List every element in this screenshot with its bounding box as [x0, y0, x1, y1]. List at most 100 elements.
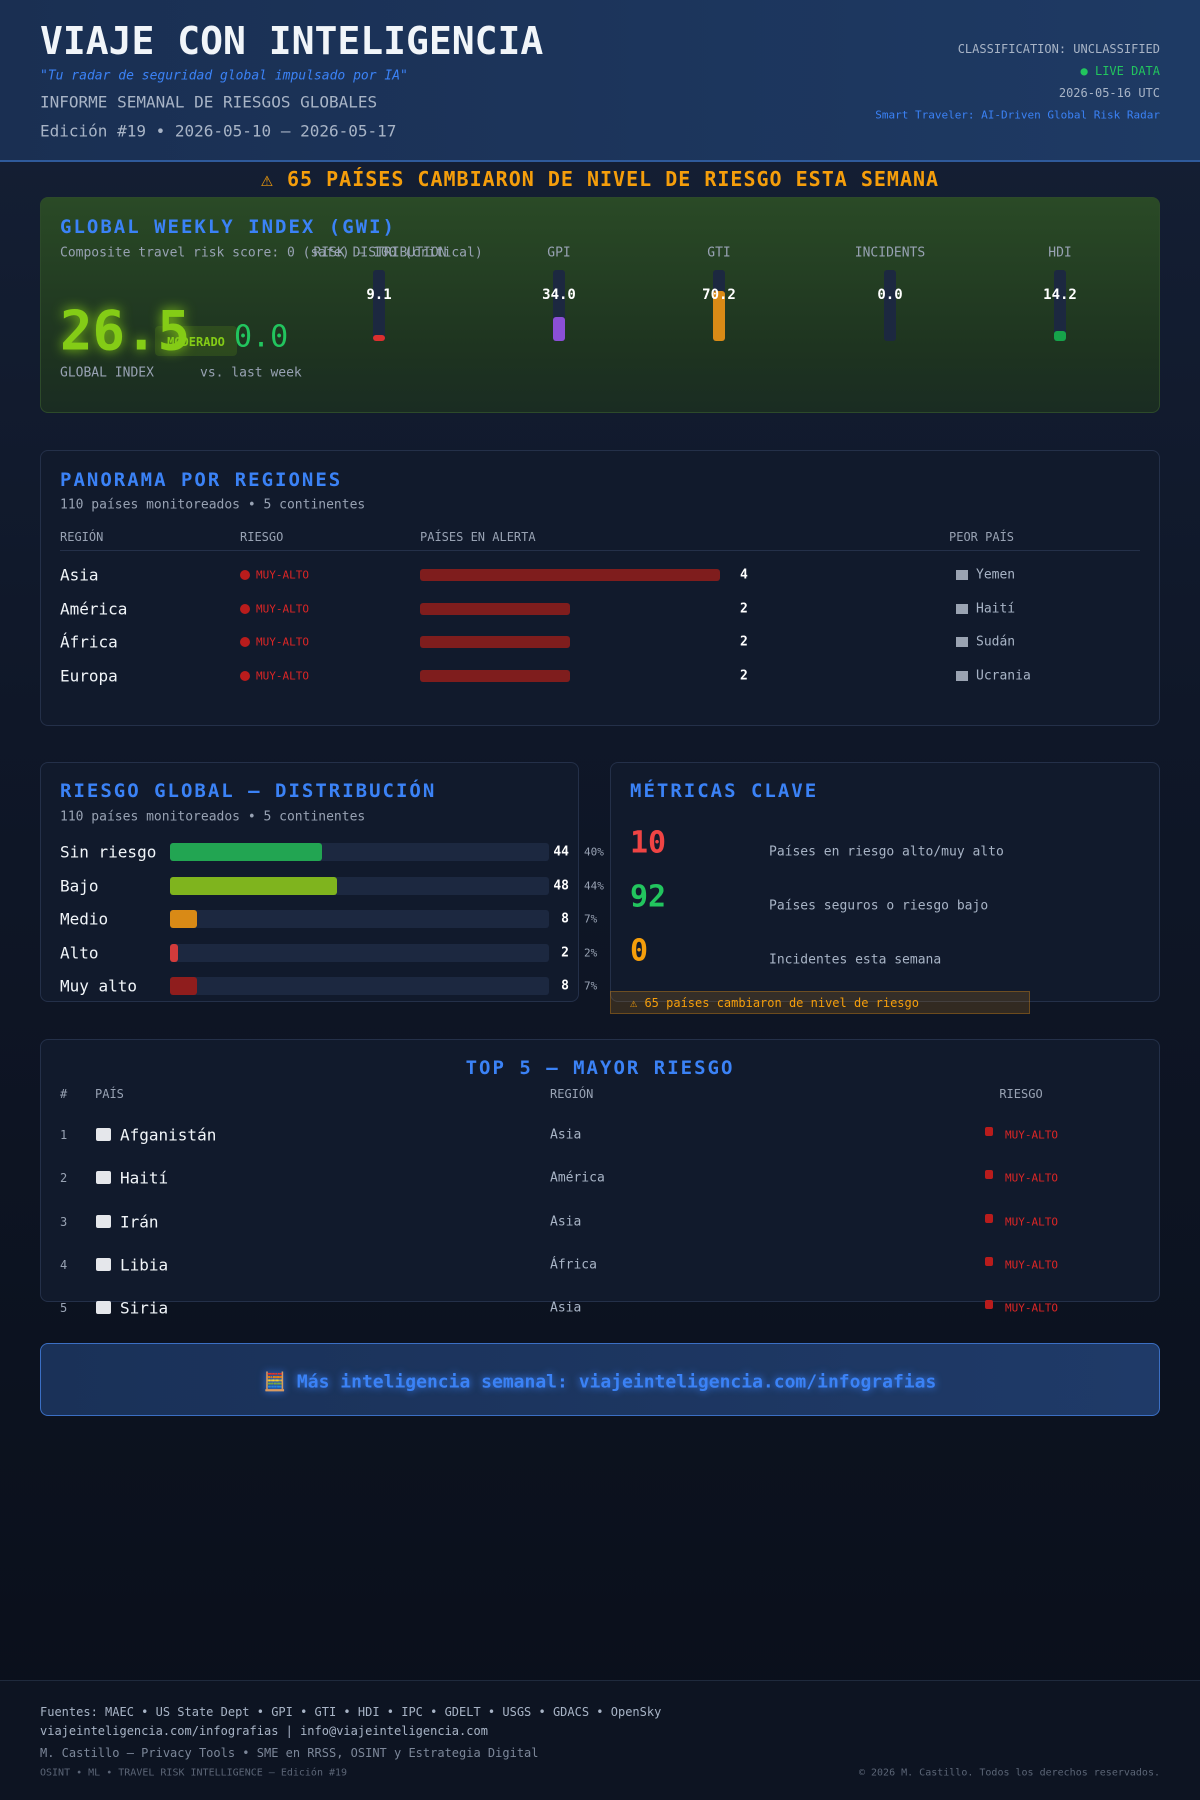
worst-country: Sudán: [976, 634, 1016, 650]
metric-label: Incidentes esta semana: [769, 952, 942, 968]
region: América: [550, 1170, 605, 1186]
gauge-bar: [713, 291, 725, 341]
column-header: PEOR PAÍS: [949, 530, 1015, 544]
note-box: [610, 991, 1030, 1014]
risk-badge: MUY-ALTO: [1005, 1301, 1058, 1315]
dist-bar: [170, 843, 322, 861]
gauge-value: 14.2: [1043, 287, 1077, 303]
gauge-label: INCIDENTS: [854, 245, 926, 261]
gauge-label: GPI: [547, 245, 571, 261]
rank: 2: [60, 1171, 68, 1186]
alert-bar: [420, 602, 570, 615]
regions-panel: [40, 450, 1160, 726]
edition: Edición #19 • 2026-05-10 — 2026-05-17: [40, 121, 397, 141]
region: Asia: [550, 1127, 582, 1143]
dist-count: 8: [561, 911, 569, 927]
regions-subtitle: 110 países monitoreados • 5 continentes: [60, 497, 366, 513]
alert-count: 2: [740, 668, 748, 684]
region-name: Asia: [60, 565, 99, 585]
gauge-label: GTI: [707, 245, 731, 261]
copyright: © 2026 M. Castillo. Todos los derechos r…: [858, 1767, 1160, 1779]
title: VIAJE CON INTELIGENCIA: [40, 19, 544, 63]
metrics-note: ⚠ 65 países cambiaron de nivel de riesgo: [630, 996, 919, 1010]
dist-bar: [170, 943, 178, 962]
risk-badge: MUY-ALTO: [1005, 1258, 1058, 1272]
column-header: RIESGO: [240, 530, 284, 544]
subtitle: INFORME SEMANAL DE RIESGOS GLOBALES: [40, 92, 378, 112]
risk-dot: [985, 1127, 993, 1136]
dist-percent: 7%: [584, 979, 598, 993]
country: Siria: [120, 1298, 169, 1318]
risk-badge: MUY-ALTO: [256, 602, 309, 616]
cta-link[interactable]: 🧮 Más inteligencia semanal: viajeintelig…: [263, 1371, 937, 1393]
gwi-delta: 0.0: [234, 319, 289, 355]
gauge-track: [884, 270, 896, 341]
header: [0, 0, 1200, 162]
gauge-bar: [1054, 330, 1066, 341]
risk-badge: MUY-ALTO: [1005, 1171, 1058, 1185]
dist-count: 2: [561, 945, 569, 961]
distribution-title: RIESGO GLOBAL — DISTRIBUCIÓN: [60, 780, 437, 802]
region-name: África: [60, 632, 118, 652]
date: 2026-05-16 UTC: [1058, 86, 1160, 100]
divider: [60, 550, 1140, 551]
risk-dot: [985, 1213, 993, 1223]
flag: [956, 570, 968, 580]
risk-badge: MUY-ALTO: [256, 568, 309, 582]
metric-label: Países seguros o riesgo bajo: [769, 898, 989, 914]
gauge-value: 70.2: [702, 287, 736, 303]
metric-value: 92: [630, 879, 667, 915]
region-name: América: [60, 599, 128, 619]
flag: [96, 1301, 111, 1315]
gauge-value: 34.0: [542, 287, 576, 303]
dist-track: [170, 977, 549, 996]
country: Libia: [120, 1255, 169, 1275]
dist-percent: 2%: [584, 946, 598, 960]
risk-dot: [240, 671, 250, 682]
metrics-title: MÉTRICAS CLAVE: [630, 780, 819, 802]
risk-dot: [985, 1256, 993, 1266]
worst-country: Ucrania: [976, 668, 1031, 684]
country: Haití: [120, 1168, 169, 1188]
gwi-panel: [40, 197, 1160, 413]
alert-bar: [420, 636, 570, 649]
metric-value: 0: [630, 933, 649, 969]
risk-badge: MUY-ALTO: [256, 669, 309, 683]
flag: [96, 1257, 111, 1271]
dist-label: Bajo: [60, 876, 99, 896]
delta-caption: vs. last week: [200, 365, 302, 381]
author: M. Castillo — Privacy Tools • SME en RRS…: [40, 1746, 539, 1760]
tagline: "Tu radar de seguridad global impulsado …: [40, 68, 408, 84]
region: Asia: [550, 1214, 582, 1230]
rank: 1: [60, 1128, 68, 1142]
column-header: REGIÓN: [60, 530, 104, 544]
metric-value: 10: [630, 825, 667, 861]
dist-count: 44: [553, 844, 569, 860]
dist-label: Muy alto: [60, 976, 138, 996]
value-caption: GLOBAL INDEX: [60, 365, 154, 381]
alert-bar: [420, 569, 720, 581]
gwi-level: MODERADO: [167, 335, 225, 349]
gauge-value: 0.0: [877, 287, 903, 303]
brand: Smart Traveler: AI-Driven Global Risk Ra…: [875, 108, 1160, 122]
metric-label: Países en riesgo alto/muy alto: [769, 844, 1004, 860]
rank: 3: [60, 1214, 68, 1229]
dist-label: Alto: [60, 943, 99, 963]
alert-count: 2: [740, 601, 748, 617]
classification: CLASSIFICATION: UNCLASSIFIED: [957, 42, 1160, 56]
rank: 4: [60, 1257, 68, 1272]
flag: [96, 1214, 111, 1228]
dist-label: Medio: [60, 909, 109, 929]
dist-count: 48: [553, 878, 569, 894]
risk-dot: [240, 603, 250, 614]
alert-count: 2: [740, 634, 748, 650]
dist-bar: [170, 910, 197, 929]
flag: [956, 603, 968, 614]
level-badge: [155, 326, 237, 356]
cta-box[interactable]: [40, 1343, 1160, 1416]
country: Afganistán: [120, 1125, 217, 1145]
country: Irán: [120, 1212, 159, 1232]
alert-count: 4: [740, 567, 748, 583]
risk-dot: [985, 1300, 993, 1310]
contact: viajeinteligencia.com/infografias | info…: [40, 1724, 488, 1738]
